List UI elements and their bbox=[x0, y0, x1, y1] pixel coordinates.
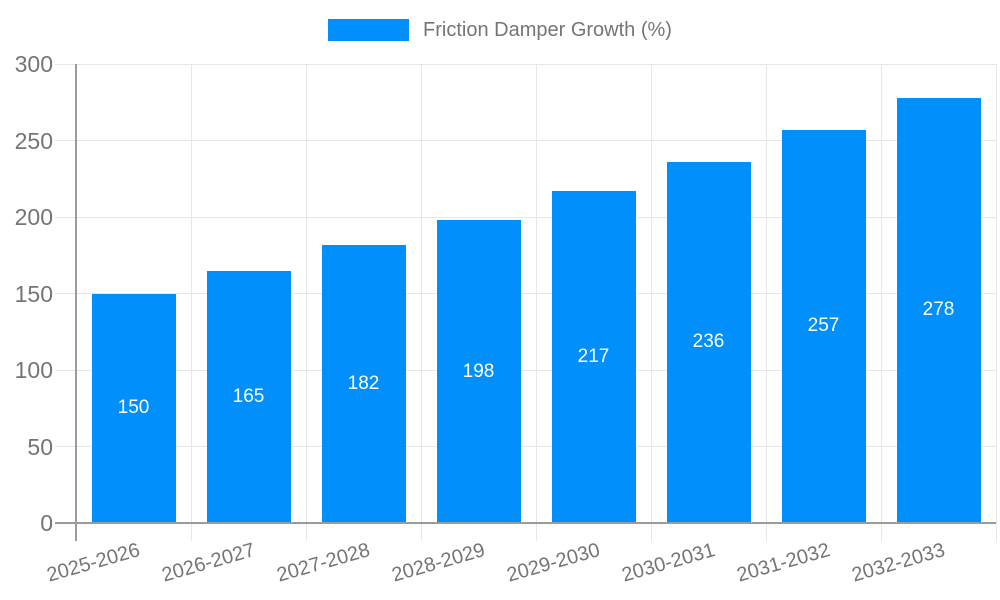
bar[interactable]: 257 bbox=[781, 129, 866, 523]
bar-value-label: 182 bbox=[347, 372, 380, 394]
y-axis-tick-label: 50 bbox=[27, 433, 53, 460]
gridline-vertical bbox=[420, 64, 422, 541]
gridline-vertical bbox=[650, 64, 652, 541]
gridline-horizontal bbox=[55, 140, 996, 141]
x-axis-tick-label: 2032-2033 bbox=[849, 539, 948, 587]
bar[interactable]: 165 bbox=[206, 270, 291, 523]
gridline-horizontal bbox=[55, 216, 996, 218]
bar-value-label: 165 bbox=[232, 385, 265, 407]
y-axis-tick-label: 0 bbox=[40, 510, 53, 536]
y-axis-tick-label: 100 bbox=[14, 357, 53, 383]
bar-value-label: 236 bbox=[692, 331, 725, 353]
y-axis-tick-label: 150 bbox=[14, 280, 53, 307]
x-axis-tick-label: 2027-2028 bbox=[274, 539, 373, 587]
x-axis-tick-label: 2026-2027 bbox=[159, 539, 258, 587]
legend-label: Friction Damper Growth (%) bbox=[423, 19, 672, 41]
legend-swatch bbox=[328, 19, 410, 41]
bar-value-label: 278 bbox=[922, 299, 955, 321]
bar[interactable]: 182 bbox=[321, 244, 406, 523]
bar[interactable]: 217 bbox=[551, 190, 636, 523]
gridline-horizontal bbox=[55, 369, 996, 371]
y-axis-line bbox=[75, 64, 77, 541]
gridline-vertical bbox=[190, 64, 192, 541]
gridline-vertical bbox=[995, 64, 997, 541]
bar[interactable]: 198 bbox=[436, 220, 521, 523]
bar-value-label: 217 bbox=[577, 345, 610, 367]
bar-value-label: 257 bbox=[807, 315, 840, 337]
x-axis-tick-label: 2030-2031 bbox=[619, 539, 718, 587]
y-axis-tick-label: 200 bbox=[14, 204, 53, 230]
x-axis-tick-label: 2025-2026 bbox=[44, 539, 143, 587]
gridline-vertical bbox=[535, 64, 537, 541]
x-axis-tick-label: 2031-2032 bbox=[734, 539, 833, 587]
gridline-horizontal bbox=[55, 293, 996, 294]
x-axis-line bbox=[55, 522, 996, 524]
gridline-vertical bbox=[305, 64, 307, 541]
bar[interactable]: 278 bbox=[896, 97, 981, 523]
bar-value-label: 198 bbox=[462, 360, 495, 382]
y-axis-tick-label: 300 bbox=[14, 51, 53, 77]
bar-value-label: 150 bbox=[117, 397, 150, 419]
x-axis-tick-label: 2028-2029 bbox=[389, 539, 488, 587]
gridline-horizontal bbox=[55, 446, 996, 447]
legend-item[interactable]: Friction Damper Growth (%) bbox=[0, 19, 1000, 41]
gridline-horizontal bbox=[55, 63, 996, 65]
bar[interactable]: 236 bbox=[666, 161, 751, 523]
x-axis-tick-label: 2029-2030 bbox=[504, 539, 603, 587]
gridline-vertical bbox=[880, 64, 882, 541]
bar[interactable]: 150 bbox=[91, 293, 176, 523]
y-axis-tick-label: 250 bbox=[14, 127, 53, 154]
gridline-vertical bbox=[765, 64, 767, 541]
